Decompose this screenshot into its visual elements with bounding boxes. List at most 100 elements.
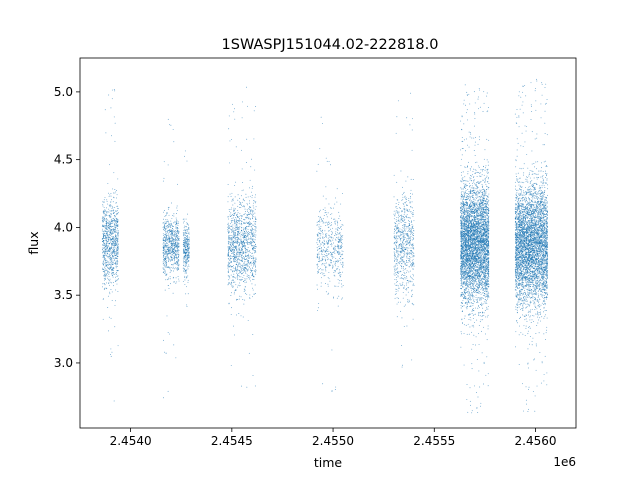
data-point [166,242,168,243]
data-point [398,201,400,203]
data-point [327,212,329,214]
data-point [238,264,240,266]
data-point [487,291,489,293]
data-point [322,263,324,265]
data-point [165,219,167,221]
data-point [111,351,113,353]
data-point [168,240,170,242]
data-point [117,243,119,245]
data-point [324,230,326,232]
data-point [408,238,410,239]
data-point [228,237,230,238]
data-point [411,232,413,233]
data-point [244,268,245,270]
data-point [410,232,412,234]
data-point [404,262,406,264]
data-point [107,235,109,237]
data-point [117,225,119,227]
data-point [166,222,168,224]
data-point [468,261,470,263]
data-point [246,261,248,263]
data-point [402,297,404,299]
data-point [397,285,399,287]
data-point [229,259,230,261]
data-point [232,238,234,240]
data-point [113,268,115,269]
data-point [406,248,408,250]
data-point [242,261,243,263]
data-point [409,230,410,232]
data-point [246,241,247,243]
data-point [105,224,107,226]
data-point [483,291,485,293]
data-point [401,249,403,251]
data-point [409,124,411,126]
data-point [110,259,112,261]
data-point [117,234,119,236]
data-point [248,232,250,234]
data-point [178,278,180,280]
data-point [111,222,113,224]
data-point [236,253,238,255]
data-point [468,287,470,288]
data-point [104,259,106,260]
data-point [184,155,185,157]
data-point [184,248,186,250]
data-point [393,243,395,245]
data-point [107,260,109,262]
data-point [239,242,241,243]
data-point [104,250,106,252]
data-point [252,289,254,291]
data-point [112,249,114,251]
data-point [103,251,105,253]
data-point [239,259,241,261]
data-point [483,196,485,198]
data-point [172,241,174,243]
data-point [252,218,254,219]
data-point [254,260,256,262]
data-point [238,275,240,277]
data-point [235,223,237,225]
data-point [327,285,329,287]
data-point [114,229,116,231]
data-point [239,285,241,287]
data-point [333,242,334,244]
data-point [396,279,397,281]
data-point [103,275,105,277]
data-point [168,267,169,269]
data-point [169,250,171,252]
data-point [232,325,234,327]
data-point [106,240,108,242]
data-point [330,164,332,166]
data-point [227,254,229,256]
data-point [339,215,341,217]
data-point [232,248,234,250]
data-point [185,258,187,260]
data-point [162,226,164,228]
data-point [396,260,398,261]
data-point [104,229,106,231]
data-point [255,230,257,232]
data-point [319,245,321,247]
data-point [321,242,323,244]
data-point [255,236,256,238]
data-point [103,258,105,260]
data-point [401,219,403,221]
data-point [234,253,235,255]
data-point [111,226,113,227]
data-point [251,257,253,259]
data-point [393,251,395,253]
data-point [165,239,167,241]
data-point [404,251,406,253]
data-point [163,229,164,231]
data-point [342,266,344,267]
data-point [252,296,253,298]
data-point [408,221,410,222]
data-point [168,333,170,335]
data-point [244,246,246,248]
data-point [114,252,115,254]
data-point [400,215,402,216]
data-point [186,230,188,232]
data-point [234,227,236,229]
data-point [166,315,168,317]
